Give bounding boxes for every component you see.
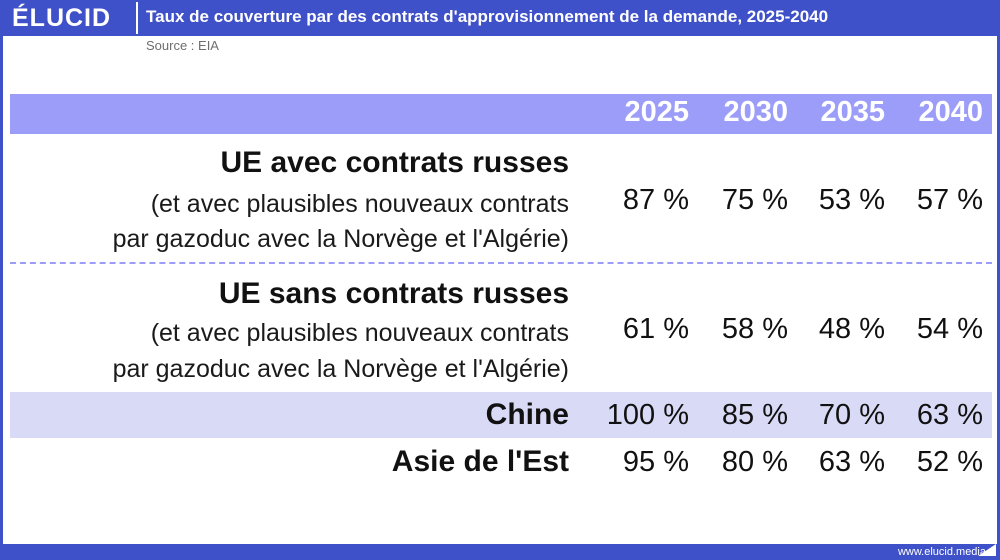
cell-chine-2035: 70 %	[818, 399, 885, 431]
cell-asie-est-2040: 52 %	[916, 446, 983, 478]
footer-url: www.elucid.media	[897, 546, 986, 558]
cell-asie-est-2035: 63 %	[818, 446, 885, 478]
row-sublabel-ue-avec-1: (et avec plausibles nouveaux contrats	[150, 190, 569, 218]
row-sublabel-ue-sans-2: par gazoduc avec la Norvège et l'Algérie…	[112, 355, 569, 383]
header-bar: ÉLUCID Taux de couverture par des contra…	[0, 0, 1000, 36]
cell-chine-2040: 63 %	[916, 399, 983, 431]
row-sublabel-ue-avec-2: par gazoduc avec la Norvège et l'Algérie…	[112, 225, 569, 253]
cell-ue-sans-2040: 54 %	[916, 313, 983, 345]
dashed-divider	[10, 262, 992, 264]
year-header-2025: 2025	[624, 96, 689, 128]
cell-ue-avec-2030: 75 %	[721, 184, 788, 216]
cell-ue-avec-2035: 53 %	[818, 184, 885, 216]
cell-ue-sans-2030: 58 %	[721, 313, 788, 345]
cell-chine-2030: 85 %	[721, 399, 788, 431]
cell-ue-avec-2040: 57 %	[916, 184, 983, 216]
elucid-logo: ÉLUCID	[12, 4, 112, 32]
year-header-band	[10, 94, 992, 134]
year-header-2040: 2040	[918, 96, 983, 128]
header-divider	[136, 2, 138, 34]
chart-title: Taux de couverture par des contrats d'ap…	[146, 7, 829, 26]
cell-ue-sans-2035: 48 %	[818, 313, 885, 345]
row-sublabel-ue-sans-1: (et avec plausibles nouveaux contrats	[150, 319, 569, 347]
cell-asie-est-2030: 80 %	[721, 446, 788, 478]
elucid-mark-icon	[978, 544, 996, 556]
row-label-ue-avec: UE avec contrats russes	[220, 146, 569, 179]
cell-ue-avec-2025: 87 %	[622, 184, 689, 216]
cell-chine-2025: 100 %	[606, 399, 689, 431]
cell-asie-est-2025: 95 %	[622, 446, 689, 478]
year-header-2035: 2035	[820, 96, 885, 128]
row-label-ue-sans: UE sans contrats russes	[218, 277, 569, 310]
table-card: Source : EIA 2025 2030 2035 2040 UE avec…	[3, 36, 997, 544]
cell-ue-sans-2025: 61 %	[622, 313, 689, 345]
row-label-asie-est: Asie de l'Est	[391, 445, 569, 478]
row-band-chine	[10, 392, 992, 438]
source-note: Source : EIA	[146, 38, 219, 53]
year-header-2030: 2030	[723, 96, 788, 128]
row-label-chine: Chine	[485, 398, 569, 431]
